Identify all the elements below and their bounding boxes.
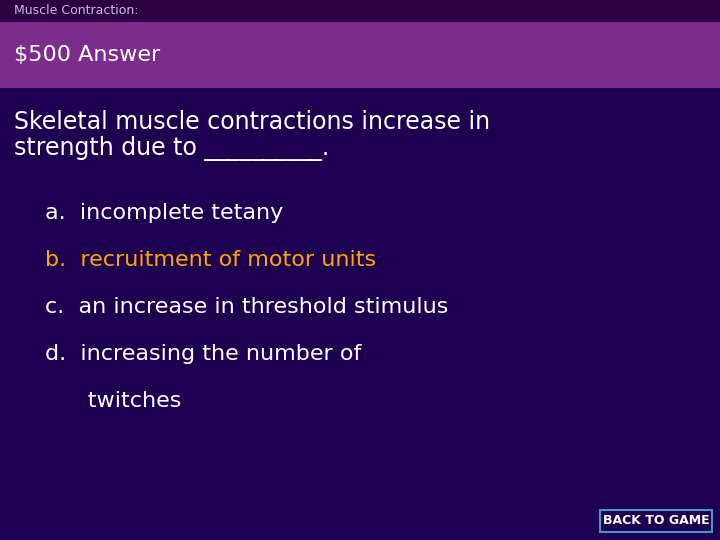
Text: b.  recruitment of motor units: b. recruitment of motor units: [45, 250, 376, 270]
Text: strength due to __________.: strength due to __________.: [14, 136, 329, 161]
FancyBboxPatch shape: [600, 510, 712, 532]
Text: d.  increasing the number of: d. increasing the number of: [45, 344, 361, 364]
Text: BACK TO GAME: BACK TO GAME: [603, 515, 709, 528]
Bar: [0, 22, 720, 88]
Text: Muscle Contraction:: Muscle Contraction:: [14, 4, 138, 17]
Text: Skeletal muscle contractions increase in: Skeletal muscle contractions increase in: [14, 110, 490, 134]
Bar: [0, 88, 720, 540]
Bar: [0, 0, 720, 22]
Text: c.  an increase in threshold stimulus: c. an increase in threshold stimulus: [45, 297, 449, 317]
Text: $500 Answer: $500 Answer: [14, 45, 161, 65]
Text: a.  incomplete tetany: a. incomplete tetany: [45, 203, 283, 223]
Text: twitches: twitches: [45, 391, 181, 411]
